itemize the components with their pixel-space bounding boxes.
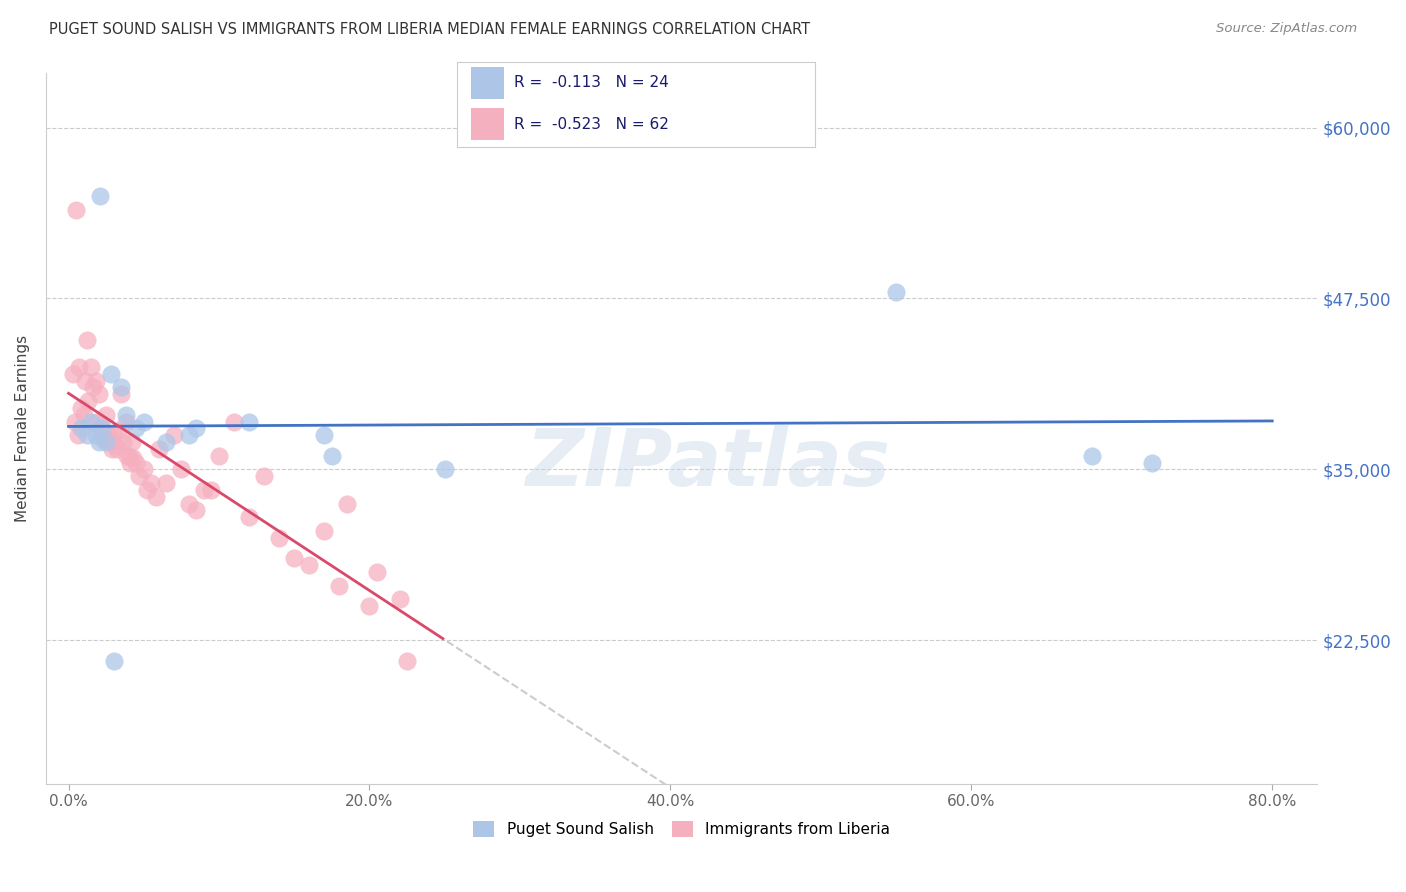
Point [114,415,136,429]
Point [67,359,90,374]
Point [91,432,114,446]
Point [200,483,222,497]
Point [84,428,107,442]
Point [62,367,84,381]
Point [238,510,260,524]
Point [69,421,91,435]
Point [396,654,419,668]
Point [1140,456,1163,470]
Legend: Puget Sound Salish, Immigrants from Liberia: Puget Sound Salish, Immigrants from Libe… [467,815,897,844]
Point [107,424,129,438]
Point [89,421,111,435]
Point [125,421,148,435]
Point [103,654,125,668]
Point [336,496,359,510]
Point [884,285,907,299]
Point [388,592,411,607]
Point [90,428,112,442]
Point [104,438,127,452]
Point [135,483,157,497]
Point [366,565,388,579]
Point [132,462,155,476]
Point [96,408,118,422]
Point [238,415,260,429]
Bar [471,108,503,140]
Point [66,428,89,442]
Point [77,394,100,409]
Point [186,503,208,517]
Point [101,442,124,456]
Point [177,428,200,442]
Point [328,578,350,592]
Point [359,599,381,613]
Text: PUGET SOUND SALISH VS IMMIGRANTS FROM LIBERIA MEDIAN FEMALE EARNINGS CORRELATION: PUGET SOUND SALISH VS IMMIGRANTS FROM LI… [49,22,810,37]
Point [89,189,111,203]
Point [110,380,132,394]
Point [87,435,110,450]
Point [433,462,456,476]
Point [283,551,305,566]
Point [100,435,122,450]
Point [253,469,276,483]
Point [148,442,170,456]
Point [120,456,142,470]
Point [76,428,98,442]
Point [298,558,321,572]
Point [76,333,98,347]
Point [97,428,120,442]
Point [163,428,186,442]
Point [155,475,177,490]
Point [69,401,91,415]
Point [170,462,193,476]
Point [193,483,215,497]
Text: R =  -0.523   N = 62: R = -0.523 N = 62 [515,117,669,132]
Point [155,435,177,450]
Text: R =  -0.113   N = 24: R = -0.113 N = 24 [515,75,669,90]
Point [90,421,112,435]
Point [145,490,167,504]
Y-axis label: Median Female Earnings: Median Female Earnings [15,334,30,522]
Point [132,415,155,429]
Point [321,449,343,463]
Point [84,374,107,388]
Point [80,359,103,374]
Text: ZIPatlas: ZIPatlas [524,425,890,503]
Point [82,380,104,394]
Point [111,435,134,450]
Point [114,408,136,422]
Text: Source: ZipAtlas.com: Source: ZipAtlas.com [1216,22,1357,36]
Point [65,202,87,217]
Point [115,449,138,463]
Point [121,435,143,450]
Point [87,387,110,401]
Point [314,524,336,538]
Point [75,374,97,388]
Point [63,415,86,429]
Point [96,435,118,450]
Point [1080,449,1102,463]
Point [177,496,200,510]
Point [125,456,148,470]
Point [122,451,145,466]
Point [141,475,163,490]
Point [222,415,245,429]
Point [118,449,141,463]
Point [103,428,125,442]
Point [100,367,122,381]
Point [105,442,128,456]
Point [128,469,150,483]
Point [208,449,231,463]
Point [314,428,336,442]
Point [186,421,208,435]
Point [80,415,103,429]
Point [86,415,108,429]
Bar [471,67,503,99]
Point [72,408,94,422]
Point [110,387,132,401]
Point [269,531,291,545]
